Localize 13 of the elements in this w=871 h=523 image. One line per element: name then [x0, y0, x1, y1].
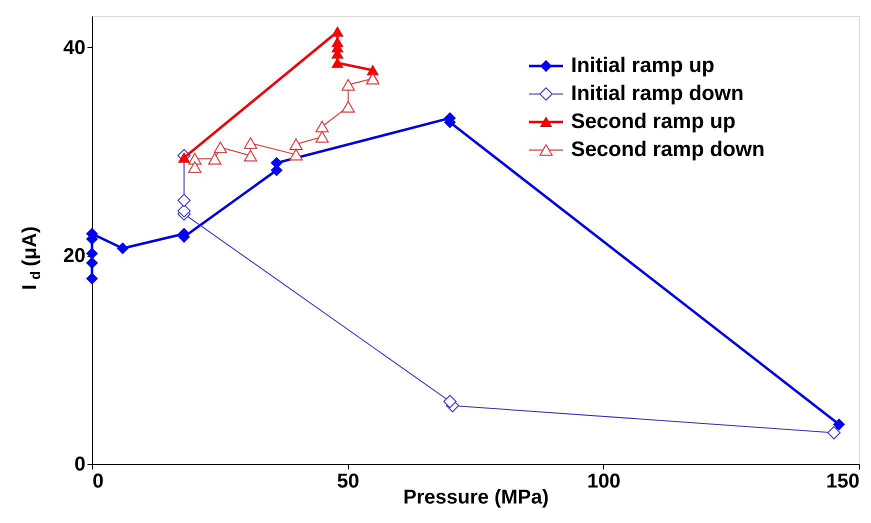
y-axis-title: Id (μA) [19, 226, 43, 290]
x-axis-title: Pressure (MPa) [403, 486, 549, 508]
legend-label: Second ramp down [571, 138, 765, 161]
y-tick-label: 20 [63, 245, 86, 268]
x-tick-label: 0 [92, 470, 104, 492]
legend-label: Initial ramp down [571, 82, 744, 105]
y-tick-label: 0 [74, 454, 86, 476]
legend-label: Second ramp up [571, 110, 736, 133]
legend-label: Initial ramp up [571, 54, 715, 77]
x-tick-label: 100 [587, 470, 621, 492]
x-tick-label: 50 [337, 470, 360, 492]
y-tick-label: 40 [63, 36, 86, 59]
x-tick-label: 150 [826, 470, 860, 492]
